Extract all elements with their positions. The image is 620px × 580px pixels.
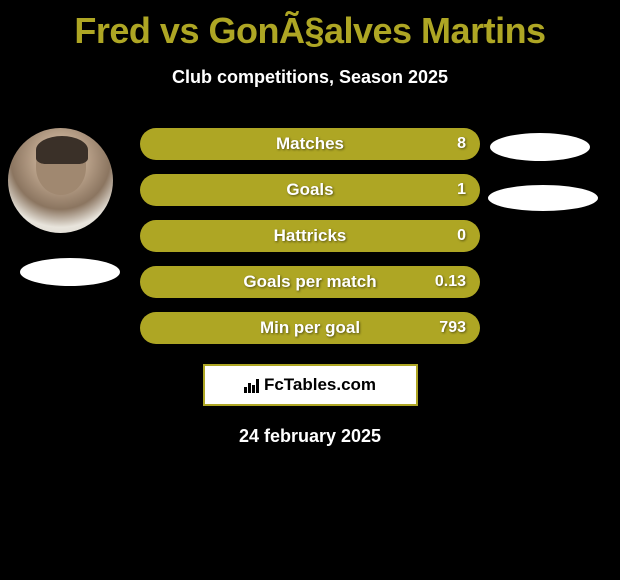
stat-bar-matches: Matches 8	[140, 128, 480, 160]
stat-label: Goals per match	[243, 272, 376, 292]
stat-label: Min per goal	[260, 318, 360, 338]
stat-label: Goals	[286, 180, 333, 200]
bar-chart-icon	[244, 377, 260, 393]
branding-text: FcTables.com	[244, 375, 376, 395]
club-badge-right-1	[490, 133, 590, 161]
stat-label: Matches	[276, 134, 344, 154]
page-title: Fred vs GonÃ§alves Martins	[0, 0, 620, 52]
subtitle: Club competitions, Season 2025	[0, 67, 620, 88]
stats-container: Matches 8 Goals 1 Hattricks 0 Goals per …	[140, 128, 480, 344]
stat-bar-goals: Goals 1	[140, 174, 480, 206]
stat-bar-hattricks: Hattricks 0	[140, 220, 480, 252]
stat-bar-min-per-goal: Min per goal 793	[140, 312, 480, 344]
branding-label: FcTables.com	[264, 375, 376, 395]
main-content: Matches 8 Goals 1 Hattricks 0 Goals per …	[0, 128, 620, 344]
stat-value: 0	[457, 227, 466, 245]
branding-box: FcTables.com	[203, 364, 418, 406]
stat-value: 1	[457, 181, 466, 199]
club-badge-right-2	[488, 185, 598, 211]
stat-label: Hattricks	[274, 226, 347, 246]
date-text: 24 february 2025	[0, 426, 620, 447]
stat-bar-goals-per-match: Goals per match 0.13	[140, 266, 480, 298]
stat-value: 8	[457, 135, 466, 153]
player-avatar	[8, 128, 113, 233]
stat-value: 0.13	[435, 273, 466, 291]
stat-value: 793	[439, 319, 466, 337]
club-badge-left	[20, 258, 120, 286]
